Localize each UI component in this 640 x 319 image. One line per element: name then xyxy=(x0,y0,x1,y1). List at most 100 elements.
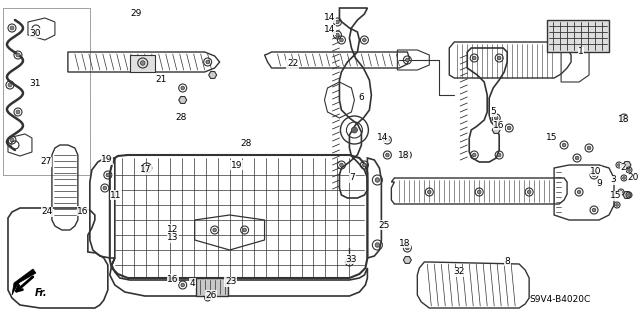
Circle shape xyxy=(363,38,366,42)
Text: 18: 18 xyxy=(618,115,630,124)
Text: 32: 32 xyxy=(454,268,465,277)
Circle shape xyxy=(592,173,596,177)
Circle shape xyxy=(588,146,591,150)
Polygon shape xyxy=(403,256,412,263)
Circle shape xyxy=(351,127,357,133)
Text: 11: 11 xyxy=(110,190,122,199)
Circle shape xyxy=(385,153,389,157)
Circle shape xyxy=(628,169,630,171)
Circle shape xyxy=(375,243,380,247)
Circle shape xyxy=(406,58,409,62)
Text: 10: 10 xyxy=(590,167,602,175)
Polygon shape xyxy=(179,97,187,103)
Circle shape xyxy=(592,208,596,212)
Circle shape xyxy=(335,20,339,24)
Circle shape xyxy=(181,283,184,287)
Polygon shape xyxy=(12,269,36,295)
Text: 30: 30 xyxy=(29,28,41,38)
Text: 16: 16 xyxy=(77,206,88,216)
Text: 23: 23 xyxy=(225,278,236,286)
Text: 17: 17 xyxy=(140,166,152,174)
Polygon shape xyxy=(492,127,500,133)
Text: 25: 25 xyxy=(379,220,390,229)
Text: 20: 20 xyxy=(627,174,639,182)
Text: 16: 16 xyxy=(167,275,179,284)
Circle shape xyxy=(616,204,618,206)
Polygon shape xyxy=(196,278,228,296)
Text: 6: 6 xyxy=(358,93,364,102)
Text: 18: 18 xyxy=(397,151,409,160)
Text: 2: 2 xyxy=(620,164,626,173)
Circle shape xyxy=(106,173,109,177)
Circle shape xyxy=(16,53,20,57)
Circle shape xyxy=(243,228,246,232)
Text: 1: 1 xyxy=(578,48,584,56)
Text: 21: 21 xyxy=(155,75,166,84)
Text: 28: 28 xyxy=(175,113,186,122)
Circle shape xyxy=(494,116,498,120)
Circle shape xyxy=(618,164,620,166)
Text: 4: 4 xyxy=(190,278,195,287)
Circle shape xyxy=(348,260,351,264)
Text: 27: 27 xyxy=(40,158,52,167)
Circle shape xyxy=(472,153,476,157)
Circle shape xyxy=(527,190,531,194)
Text: 33: 33 xyxy=(346,255,357,263)
Circle shape xyxy=(10,26,14,30)
Text: 12: 12 xyxy=(167,225,179,234)
Polygon shape xyxy=(547,20,609,52)
Circle shape xyxy=(145,166,149,170)
Text: 24: 24 xyxy=(42,207,52,217)
Circle shape xyxy=(335,33,339,37)
Text: 26: 26 xyxy=(205,291,216,300)
Text: Fr.: Fr. xyxy=(35,288,47,298)
Text: 22: 22 xyxy=(287,60,298,69)
Text: 19: 19 xyxy=(231,160,243,169)
Text: 28: 28 xyxy=(240,139,252,149)
Circle shape xyxy=(563,143,566,147)
Text: 15: 15 xyxy=(547,133,558,143)
Circle shape xyxy=(16,110,20,114)
Circle shape xyxy=(375,178,380,182)
Circle shape xyxy=(340,38,343,42)
Text: 7: 7 xyxy=(349,174,355,182)
Circle shape xyxy=(577,190,581,194)
Circle shape xyxy=(628,194,630,197)
Circle shape xyxy=(497,153,501,157)
Circle shape xyxy=(213,228,216,232)
Polygon shape xyxy=(130,55,155,72)
Circle shape xyxy=(623,177,625,179)
Circle shape xyxy=(363,163,366,167)
Text: 31: 31 xyxy=(29,78,41,87)
Circle shape xyxy=(385,138,389,142)
Polygon shape xyxy=(623,191,631,198)
Text: 3: 3 xyxy=(610,175,616,184)
Circle shape xyxy=(477,190,481,194)
Circle shape xyxy=(508,126,511,130)
Circle shape xyxy=(472,56,476,60)
Polygon shape xyxy=(209,71,217,78)
Polygon shape xyxy=(623,161,631,168)
Circle shape xyxy=(206,60,209,64)
Text: 14: 14 xyxy=(377,133,388,143)
Circle shape xyxy=(181,86,184,90)
Circle shape xyxy=(428,190,431,194)
Circle shape xyxy=(406,246,409,250)
Text: 14: 14 xyxy=(324,13,335,23)
Circle shape xyxy=(620,191,622,193)
Text: 13: 13 xyxy=(167,234,179,242)
Circle shape xyxy=(141,61,145,65)
Text: S9V4-B4020C: S9V4-B4020C xyxy=(529,295,590,305)
Text: 19: 19 xyxy=(101,155,113,165)
Circle shape xyxy=(10,138,14,142)
Circle shape xyxy=(622,116,626,120)
Text: 16: 16 xyxy=(493,121,505,130)
Text: 9: 9 xyxy=(596,180,602,189)
Circle shape xyxy=(575,156,579,160)
Text: 15: 15 xyxy=(611,191,621,201)
Circle shape xyxy=(497,56,501,60)
Circle shape xyxy=(103,186,107,190)
Text: 18: 18 xyxy=(399,239,410,248)
Text: 14: 14 xyxy=(324,26,335,34)
Circle shape xyxy=(8,83,12,87)
